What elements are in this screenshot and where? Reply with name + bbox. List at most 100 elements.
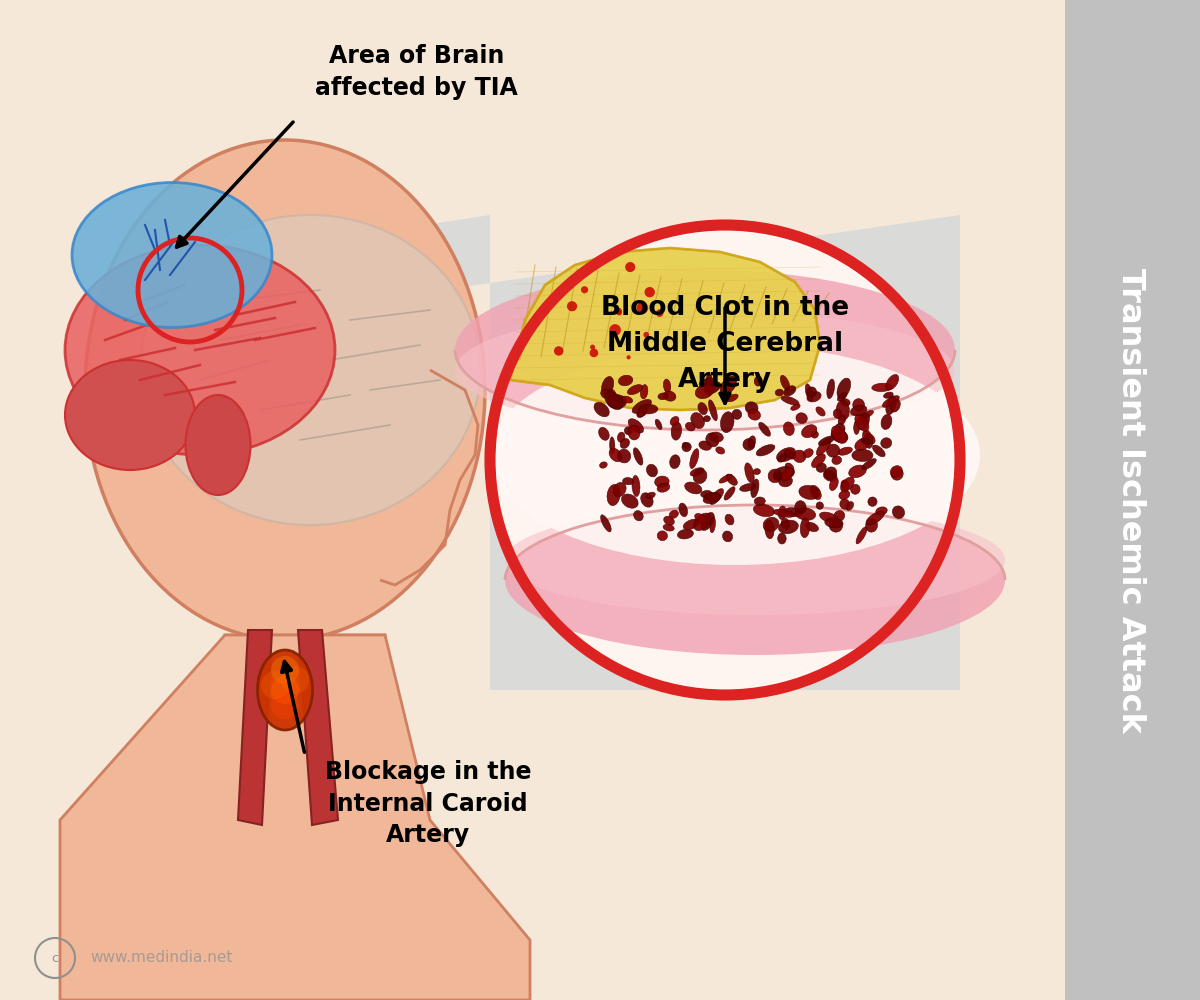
Ellipse shape — [755, 497, 766, 505]
Ellipse shape — [781, 468, 793, 481]
Ellipse shape — [834, 423, 845, 434]
Ellipse shape — [756, 445, 775, 456]
Ellipse shape — [695, 384, 714, 399]
Ellipse shape — [622, 494, 638, 508]
Ellipse shape — [883, 392, 893, 398]
Ellipse shape — [796, 413, 808, 424]
Ellipse shape — [601, 389, 611, 398]
Circle shape — [589, 349, 599, 357]
Ellipse shape — [886, 396, 896, 415]
Ellipse shape — [690, 449, 698, 469]
Ellipse shape — [863, 430, 872, 448]
Ellipse shape — [829, 477, 839, 491]
Ellipse shape — [806, 387, 816, 397]
Ellipse shape — [600, 462, 607, 468]
Circle shape — [490, 225, 960, 695]
Circle shape — [617, 310, 622, 315]
Polygon shape — [238, 630, 272, 825]
Ellipse shape — [816, 502, 823, 509]
Ellipse shape — [258, 650, 312, 730]
Ellipse shape — [816, 438, 832, 455]
Ellipse shape — [710, 517, 715, 533]
Ellipse shape — [720, 412, 734, 433]
Ellipse shape — [784, 422, 794, 435]
Ellipse shape — [806, 392, 821, 402]
Ellipse shape — [890, 466, 902, 477]
Ellipse shape — [802, 425, 817, 438]
Ellipse shape — [607, 395, 626, 409]
Ellipse shape — [827, 444, 840, 457]
Text: Transient Ischemic Attack: Transient Ischemic Attack — [1115, 268, 1146, 732]
Ellipse shape — [724, 487, 736, 500]
Ellipse shape — [505, 505, 1006, 615]
Ellipse shape — [763, 517, 779, 532]
Ellipse shape — [796, 508, 816, 520]
Ellipse shape — [838, 378, 851, 399]
Circle shape — [626, 355, 631, 359]
Ellipse shape — [727, 394, 738, 402]
Ellipse shape — [670, 455, 680, 469]
Ellipse shape — [638, 404, 658, 414]
Ellipse shape — [637, 406, 648, 418]
Ellipse shape — [610, 437, 614, 454]
Ellipse shape — [876, 507, 887, 515]
Ellipse shape — [709, 489, 724, 505]
Ellipse shape — [836, 400, 850, 420]
Ellipse shape — [803, 449, 814, 458]
Ellipse shape — [779, 475, 792, 487]
Ellipse shape — [745, 463, 755, 483]
Ellipse shape — [764, 520, 774, 539]
Ellipse shape — [719, 474, 732, 483]
Ellipse shape — [800, 518, 810, 538]
Ellipse shape — [823, 470, 838, 481]
Ellipse shape — [859, 410, 874, 420]
Ellipse shape — [679, 503, 688, 517]
Circle shape — [610, 343, 613, 348]
Ellipse shape — [811, 431, 818, 438]
Ellipse shape — [646, 492, 655, 499]
Ellipse shape — [840, 477, 854, 492]
Ellipse shape — [704, 382, 721, 394]
Ellipse shape — [852, 449, 872, 461]
Ellipse shape — [834, 511, 845, 521]
Ellipse shape — [637, 409, 647, 417]
Ellipse shape — [748, 436, 756, 448]
Circle shape — [625, 262, 635, 272]
Ellipse shape — [720, 376, 737, 395]
Ellipse shape — [779, 520, 798, 534]
Ellipse shape — [262, 671, 289, 699]
Ellipse shape — [698, 441, 712, 450]
Ellipse shape — [664, 391, 676, 401]
Ellipse shape — [678, 529, 694, 539]
Ellipse shape — [658, 483, 670, 492]
Ellipse shape — [610, 448, 622, 462]
Ellipse shape — [832, 456, 841, 464]
Ellipse shape — [775, 389, 784, 396]
Ellipse shape — [490, 345, 980, 565]
Polygon shape — [60, 635, 530, 1000]
Ellipse shape — [281, 666, 310, 694]
Ellipse shape — [732, 409, 742, 419]
Ellipse shape — [708, 400, 718, 421]
Ellipse shape — [871, 383, 893, 392]
Ellipse shape — [601, 515, 611, 532]
Ellipse shape — [791, 404, 800, 410]
Ellipse shape — [851, 405, 866, 416]
Ellipse shape — [838, 447, 852, 455]
Ellipse shape — [641, 493, 653, 507]
Ellipse shape — [785, 508, 802, 517]
Ellipse shape — [715, 447, 725, 454]
Ellipse shape — [658, 531, 667, 541]
Polygon shape — [226, 635, 385, 840]
Ellipse shape — [827, 379, 834, 399]
Ellipse shape — [865, 519, 877, 532]
Ellipse shape — [632, 475, 640, 497]
Ellipse shape — [629, 419, 643, 433]
Ellipse shape — [768, 469, 782, 483]
Ellipse shape — [623, 478, 634, 485]
Ellipse shape — [865, 433, 875, 444]
Circle shape — [616, 308, 622, 314]
Ellipse shape — [811, 454, 826, 468]
Ellipse shape — [455, 310, 955, 430]
Ellipse shape — [816, 407, 826, 416]
